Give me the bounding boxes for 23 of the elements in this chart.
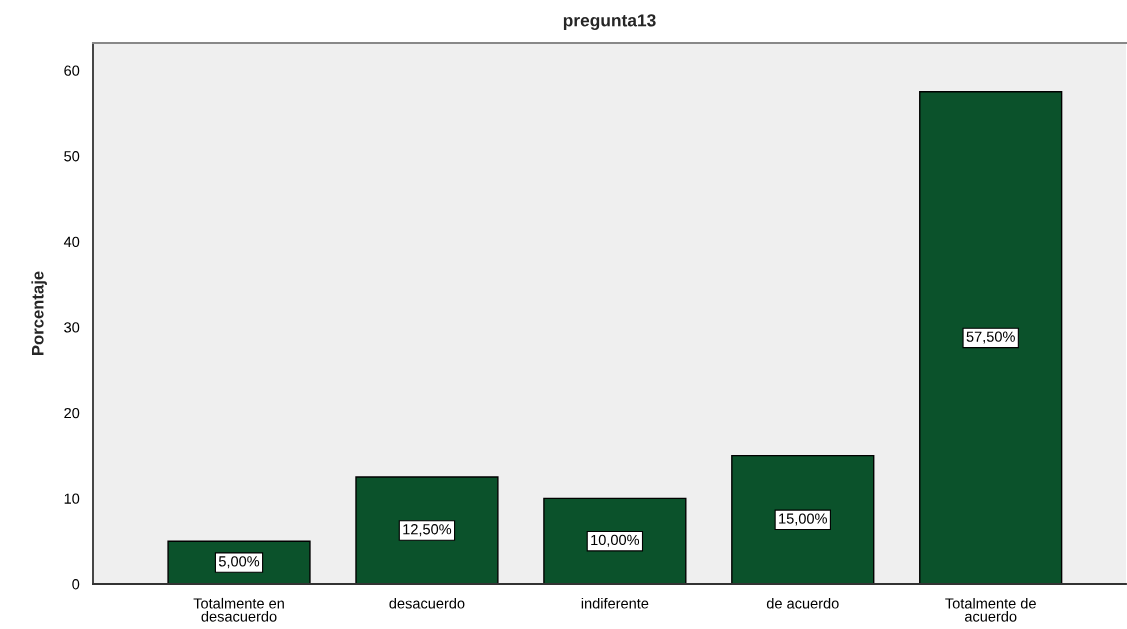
data-label: 5,00% xyxy=(218,556,260,569)
x-tick-label: indiferente xyxy=(581,597,649,609)
data-label: 57,50% xyxy=(966,331,1015,344)
data-label: 15,00% xyxy=(779,513,827,526)
x-tick-label: desacuerdo xyxy=(389,597,465,609)
x-tick-label: de acuerdo xyxy=(766,597,839,609)
y-axis-title: Porcentaje xyxy=(31,271,47,355)
data-label: 12,50% xyxy=(403,524,452,537)
x-tick-label: Totalmente en desacuerdo xyxy=(193,597,284,622)
bar xyxy=(355,476,499,584)
chart-title: pregunta13 xyxy=(563,14,656,31)
y-tick-label: 40 xyxy=(63,236,80,248)
y-tick-label: 20 xyxy=(64,407,80,419)
bar xyxy=(919,91,1063,584)
bar xyxy=(731,454,875,584)
y-tick-label: 10 xyxy=(64,493,80,504)
data-label: 10,00% xyxy=(591,534,640,547)
y-tick-label: 0 xyxy=(72,579,80,590)
y-tick-label: 30 xyxy=(64,322,80,333)
bar xyxy=(543,497,687,584)
y-tick-label: 50 xyxy=(64,151,80,162)
x-tick-label: Totalmente de acuerdo xyxy=(945,597,1036,622)
y-tick-label: 60 xyxy=(64,65,80,76)
